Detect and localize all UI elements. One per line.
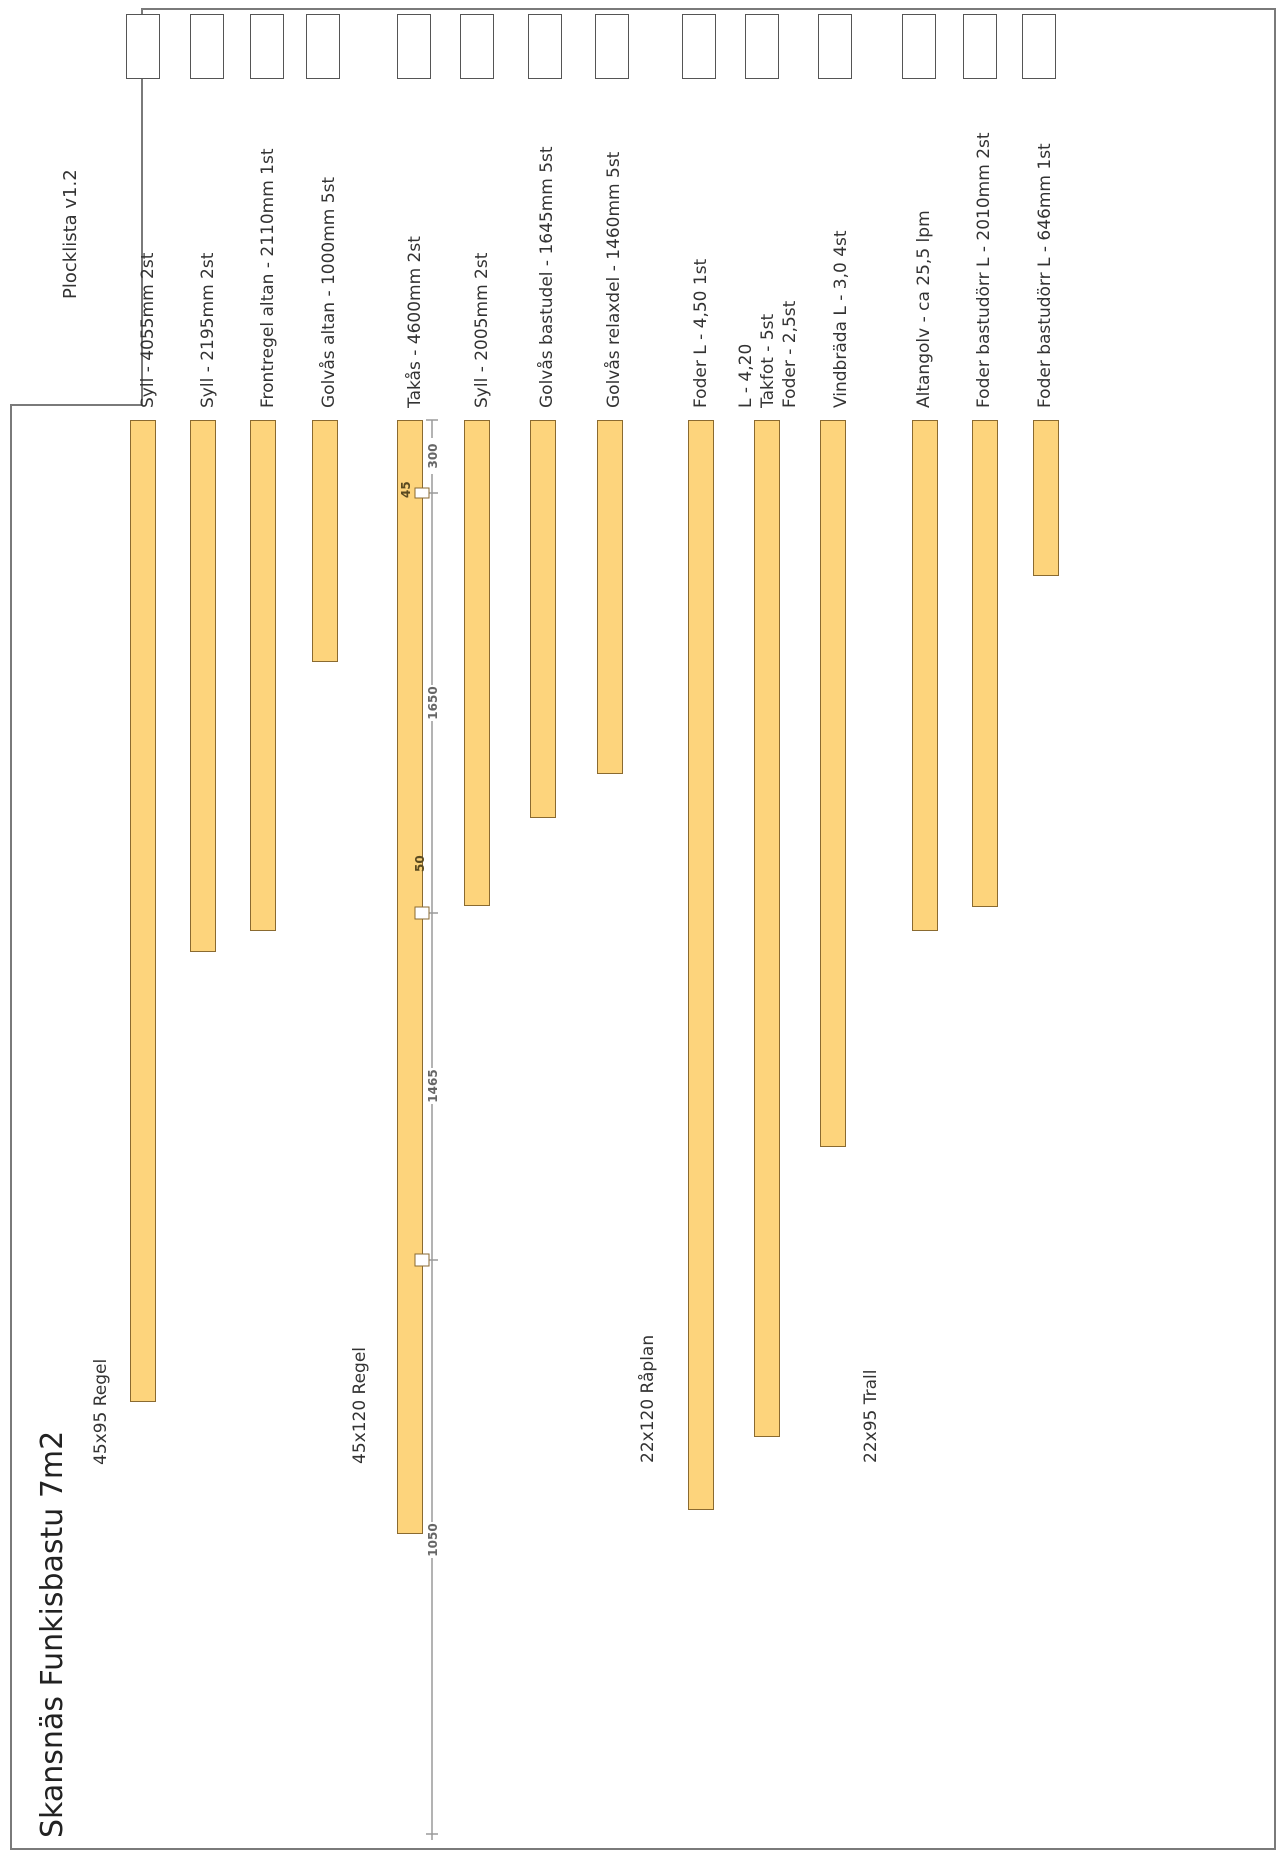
checkbox-8[interactable] xyxy=(682,14,716,79)
length-bar-13 xyxy=(1033,420,1059,576)
length-bar-4 xyxy=(397,420,423,1534)
length-bar-11 xyxy=(912,420,938,931)
checkbox-10[interactable] xyxy=(818,14,852,79)
dimension-label-bg-2 xyxy=(424,1068,440,1104)
checkbox-5[interactable] xyxy=(460,14,494,79)
checkbox-12[interactable] xyxy=(963,14,997,79)
dimension-label-1: 1650 xyxy=(426,686,440,719)
checkbox-1[interactable] xyxy=(190,14,224,79)
notch-label-0: 45 xyxy=(399,481,413,498)
checkbox-4[interactable] xyxy=(397,14,431,79)
dimension-label-bg-3 xyxy=(424,1522,440,1558)
checkbox-0[interactable] xyxy=(126,14,160,79)
dimension-label-2: 1465 xyxy=(426,1069,440,1102)
version-box xyxy=(10,8,143,406)
length-bar-5 xyxy=(464,420,490,906)
length-bar-12 xyxy=(972,420,998,907)
length-bar-3 xyxy=(312,420,338,662)
dimension-label-3: 1050 xyxy=(426,1523,440,1556)
length-bar-10 xyxy=(820,420,846,1147)
dimension-label-bg-0 xyxy=(424,438,440,474)
checkbox-13[interactable] xyxy=(1022,14,1056,79)
length-bar-8 xyxy=(688,420,714,1510)
checkbox-2[interactable] xyxy=(250,14,284,79)
length-bar-1 xyxy=(190,420,216,952)
sheet-border xyxy=(10,8,1276,1850)
length-bar-2 xyxy=(250,420,276,931)
notch-mark-0 xyxy=(414,487,430,499)
checkbox-11[interactable] xyxy=(902,14,936,79)
length-bar-6 xyxy=(530,420,556,818)
checkbox-3[interactable] xyxy=(306,14,340,79)
dimension-label-bg-1 xyxy=(424,685,440,721)
checkbox-7[interactable] xyxy=(595,14,629,79)
length-bar-9 xyxy=(754,420,780,1437)
notch-mark-1 xyxy=(414,906,430,920)
checkbox-9[interactable] xyxy=(745,14,779,79)
dimension-label-0: 300 xyxy=(426,443,440,468)
notch-label-1: 50 xyxy=(413,855,427,872)
notch-mark-2 xyxy=(414,1253,430,1267)
length-bar-0 xyxy=(130,420,156,1402)
checkbox-6[interactable] xyxy=(528,14,562,79)
length-bar-7 xyxy=(597,420,623,774)
